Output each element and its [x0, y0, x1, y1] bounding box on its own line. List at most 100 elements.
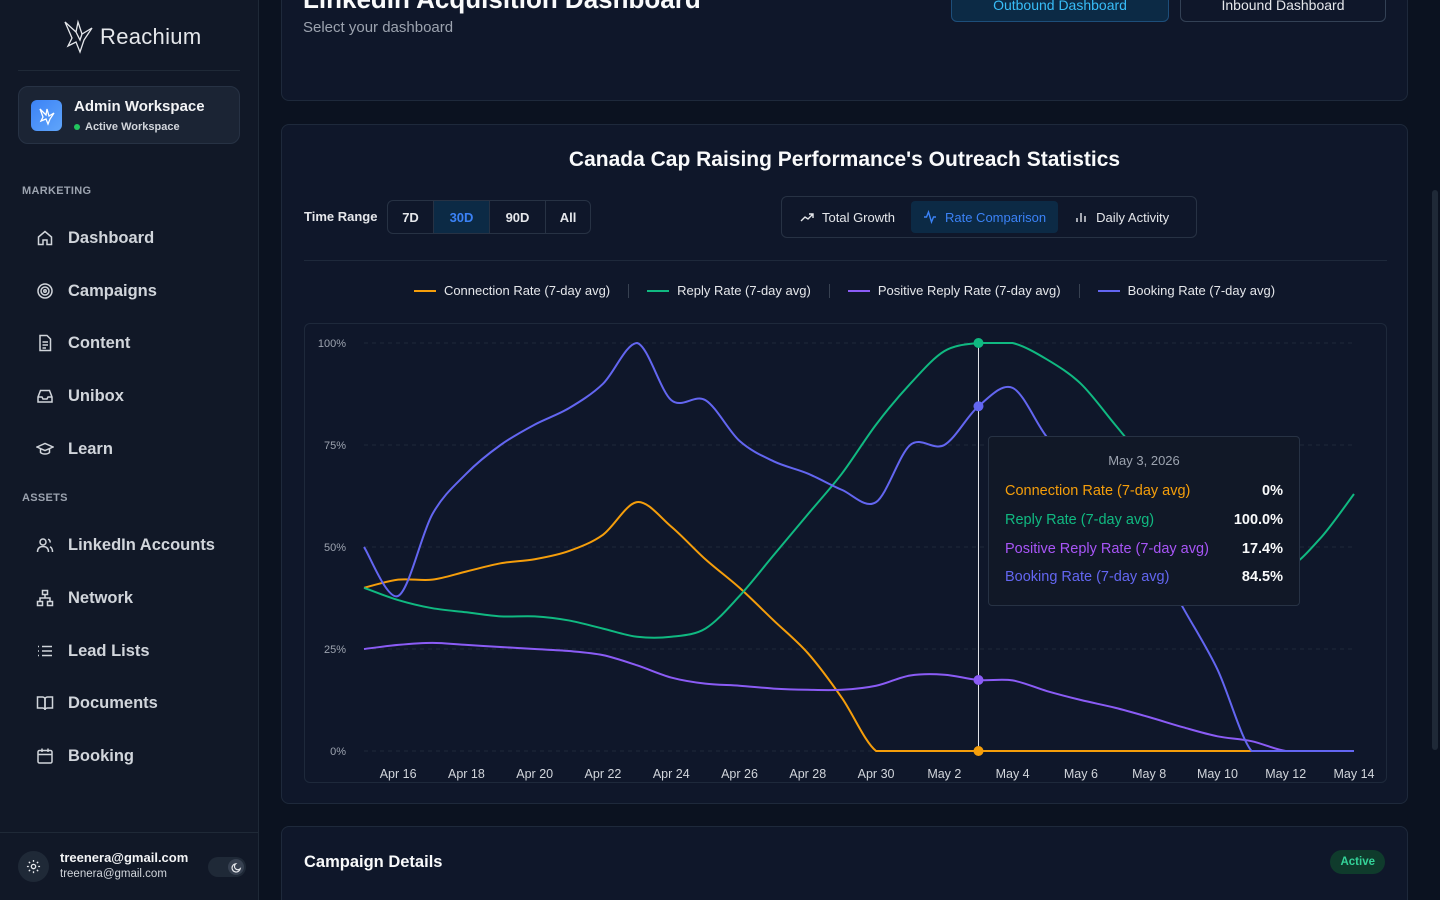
legend-item-booking-rate[interactable]: Booking Rate (7-day avg)	[1080, 283, 1293, 298]
view-daily-activity-button[interactable]: Daily Activity	[1062, 201, 1181, 233]
tooltip-date: May 3, 2026	[1108, 453, 1180, 468]
settings-button[interactable]	[18, 851, 49, 882]
tooltip-row: Booking Rate (7-day avg) 84.5%	[1005, 569, 1283, 585]
home-icon	[37, 230, 53, 246]
plot-area[interactable]	[304, 323, 1387, 783]
divider	[304, 260, 1387, 261]
document-icon	[39, 334, 52, 352]
trending-up-icon	[800, 213, 814, 222]
legend-label: Booking Rate (7-day avg)	[1127, 283, 1276, 298]
tooltip-series-name: Booking Rate (7-day avg)	[1005, 569, 1170, 585]
tooltip-series-value: 84.5%	[1241, 569, 1283, 585]
workspace-status-label: Active Workspace	[85, 121, 180, 133]
time-range-all-button[interactable]: All	[559, 209, 577, 225]
tooltip-row: Positive Reply Rate (7-day avg) 17.4%	[1005, 541, 1283, 557]
calendar-icon	[37, 748, 53, 764]
tooltip-series-value: 0%	[1262, 483, 1283, 499]
workspace-switcher[interactable]: Admin Workspace Active Workspace	[18, 86, 240, 144]
legend-item-reply-rate[interactable]: Reply Rate (7-day avg)	[629, 283, 829, 298]
tooltip-series-name: Positive Reply Rate (7-day avg)	[1005, 541, 1209, 557]
tooltip-row: Reply Rate (7-day avg) 100.0%	[1005, 512, 1283, 528]
sidebar-item-lead-lists[interactable]: Lead Lists	[36, 637, 150, 665]
time-range-90d-button[interactable]: 90D	[490, 201, 546, 233]
chart-view-selector: Total Growth Rate Comparison Daily Activ…	[781, 196, 1197, 238]
legend-swatch	[413, 289, 436, 292]
bar-chart-icon	[1076, 213, 1086, 222]
legend-divider	[828, 283, 830, 298]
target-icon	[37, 283, 53, 299]
sidebar-item-label: Campaigns	[68, 281, 157, 300]
sidebar-item-documents[interactable]: Documents	[36, 689, 158, 717]
toggle-knob	[228, 859, 244, 875]
campaign-details-title: Campaign Details	[304, 853, 443, 871]
sidebar-item-label: Content	[68, 333, 131, 352]
sidebar-item-unibox[interactable]: Unibox	[36, 382, 124, 410]
inbound-dashboard-button[interactable]: Inbound Dashboard	[1180, 0, 1386, 22]
page-scrollbar[interactable]	[1432, 190, 1438, 750]
divider	[0, 832, 259, 833]
divider	[18, 70, 240, 71]
outbound-dashboard-label: Outbound Dashboard	[993, 0, 1127, 13]
sidebar-item-label: Unibox	[68, 386, 124, 405]
user-email-secondary: treenera@gmail.com	[60, 868, 167, 880]
time-range-30d-button[interactable]: 30D	[434, 201, 490, 233]
view-rate-comparison-button[interactable]: Rate Comparison	[910, 201, 1059, 233]
users-icon	[36, 538, 54, 553]
sidebar-item-content[interactable]: Content	[36, 329, 130, 357]
section-label-assets: ASSETS	[22, 492, 68, 504]
logo[interactable]: Reachium	[62, 18, 201, 56]
view-label: Rate Comparison	[944, 209, 1047, 225]
sidebar-item-label: Booking	[68, 746, 134, 765]
time-range-7d-button[interactable]: 7D	[388, 201, 434, 233]
network-icon	[36, 589, 54, 607]
view-label: Daily Activity	[1096, 209, 1170, 225]
sidebar-item-label: Dashboard	[68, 228, 155, 247]
legend-label: Reply Rate (7-day avg)	[677, 283, 811, 298]
workspace-logo-icon	[31, 100, 62, 131]
campaign-details-card: Campaign Details Active	[281, 826, 1408, 900]
inbound-dashboard-label: Inbound Dashboard	[1221, 0, 1345, 13]
time-range-label: Time Range	[304, 209, 378, 224]
legend-item-connection-rate[interactable]: Connection Rate (7-day avg)	[396, 283, 628, 298]
legend-label: Positive Reply Rate (7-day avg)	[877, 283, 1061, 298]
logo-text: Reachium	[100, 24, 202, 49]
chart-legend: Connection Rate (7-day avg) Reply Rate (…	[282, 283, 1407, 298]
sidebar-item-booking[interactable]: Booking	[36, 742, 134, 770]
book-icon	[36, 696, 54, 711]
tooltip-series-value: 17.4%	[1241, 541, 1283, 557]
theme-toggle[interactable]	[208, 857, 246, 877]
sidebar-item-learn[interactable]: Learn	[36, 435, 113, 463]
sidebar-item-label: Lead Lists	[68, 641, 150, 660]
tooltip-series-name: Connection Rate (7-day avg)	[1005, 483, 1191, 499]
user-email: treenera@gmail.com	[60, 850, 189, 865]
legend-swatch	[1097, 289, 1120, 292]
tooltip-series-name: Reply Rate (7-day avg)	[1005, 512, 1155, 528]
status-badge: Active	[1330, 850, 1385, 874]
bird-logo-icon	[64, 19, 93, 54]
sidebar-item-linkedin-accounts[interactable]: LinkedIn Accounts	[36, 531, 215, 559]
sidebar-item-campaigns[interactable]: Campaigns	[36, 277, 157, 305]
legend-swatch	[847, 289, 870, 292]
legend-label: Connection Rate (7-day avg)	[443, 283, 611, 298]
view-label: Total Growth	[822, 209, 895, 225]
view-total-growth-button[interactable]: Total Growth	[788, 201, 907, 233]
sidebar-item-label: LinkedIn Accounts	[68, 535, 215, 554]
legend-divider	[1078, 283, 1080, 298]
moon-icon	[230, 862, 241, 873]
page-subtitle: Select your dashboard	[303, 19, 454, 36]
list-icon	[38, 645, 52, 657]
page-title: LinkedIn Acquisition Dashboard	[303, 0, 701, 15]
tooltip-series-value: 100.0%	[1233, 512, 1283, 528]
status-dot	[74, 124, 80, 130]
legend-divider	[628, 283, 630, 298]
outbound-dashboard-button[interactable]: Outbound Dashboard	[951, 0, 1169, 22]
legend-item-positive-reply-rate[interactable]: Positive Reply Rate (7-day avg)	[830, 283, 1079, 298]
sidebar-item-label: Documents	[68, 693, 158, 712]
sidebar-item-network[interactable]: Network	[36, 584, 133, 612]
chart-tooltip: May 3, 2026 Connection Rate (7-day avg) …	[988, 436, 1300, 606]
sidebar-item-dashboard[interactable]: Dashboard	[36, 224, 154, 252]
sidebar-item-label: Network	[68, 588, 134, 607]
sidebar: Reachium Admin Workspace Active Workspac…	[0, 0, 259, 900]
time-range-selector: 7D 30D 90D All	[387, 200, 591, 234]
